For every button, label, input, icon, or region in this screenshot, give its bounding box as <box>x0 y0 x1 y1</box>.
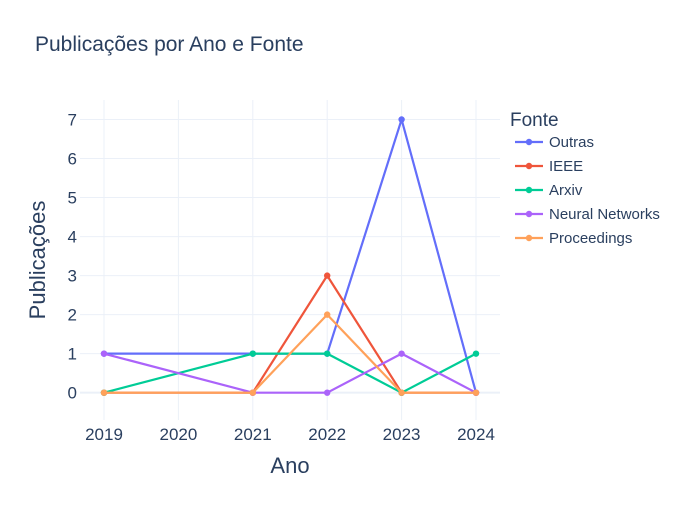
y-axis-title: Publicações <box>25 201 50 320</box>
chart-title: Publicações por Ano e Fonte <box>35 33 304 56</box>
series-line <box>103 352 477 394</box>
y-tick-label: 5 <box>68 189 77 208</box>
data-point <box>398 350 405 357</box>
legend-item[interactable]: Neural Networks <box>515 206 660 223</box>
legend-item[interactable]: Arxiv <box>515 182 583 199</box>
legend-item[interactable]: Outras <box>515 134 594 151</box>
y-tick-label: 2 <box>68 306 77 325</box>
legend-item[interactable]: IEEE <box>515 158 583 175</box>
x-tick-label: 2020 <box>159 425 197 444</box>
data-point <box>398 389 405 396</box>
x-tick-label: 2021 <box>234 425 272 444</box>
legend-label: Outras <box>549 134 594 151</box>
legend-title: Fonte <box>510 110 559 131</box>
x-tick-label: 2024 <box>457 425 495 444</box>
legend-label: Proceedings <box>549 230 632 247</box>
series-line <box>104 118 478 393</box>
legend-item[interactable]: Proceedings <box>515 230 632 247</box>
x-axis-title: Ano <box>270 453 309 478</box>
legend: Fonte Outras IEEE Arxiv Neural Networks Proc… <box>510 110 660 247</box>
legend-marker <box>525 162 533 170</box>
legend-marker <box>525 138 533 146</box>
data-point <box>472 350 480 357</box>
y-axis-ticks: 0 1 2 3 4 5 6 7 <box>68 111 77 403</box>
x-axis-ticks: 2019 2020 2021 2022 2023 2024 <box>85 425 495 444</box>
series-arxiv <box>100 350 480 396</box>
legend-marker <box>525 186 533 194</box>
series-ieee <box>100 272 480 396</box>
legend-marker <box>525 234 533 242</box>
data-point <box>324 350 331 357</box>
series-line <box>104 274 476 394</box>
data-point <box>249 350 256 357</box>
y-tick-label: 1 <box>68 345 77 364</box>
legend-label: Neural Networks <box>549 206 660 223</box>
x-tick-label: 2019 <box>85 425 123 444</box>
data-point <box>324 272 331 279</box>
data-point <box>472 389 480 396</box>
data-point <box>100 350 108 357</box>
y-tick-label: 6 <box>68 150 77 169</box>
series-neural-networks <box>100 350 480 396</box>
series-line <box>103 352 477 394</box>
legend-label: IEEE <box>549 158 583 175</box>
series-group <box>100 116 480 396</box>
y-tick-label: 4 <box>68 228 77 247</box>
y-tick-label: 0 <box>68 384 77 403</box>
data-point <box>249 389 256 396</box>
y-tick-label: 7 <box>68 111 77 130</box>
legend-marker <box>525 210 533 218</box>
x-tick-label: 2023 <box>383 425 421 444</box>
data-point <box>398 116 405 123</box>
legend-label: Arxiv <box>549 182 583 199</box>
data-point <box>324 311 331 318</box>
x-tick-label: 2022 <box>308 425 346 444</box>
y-tick-label: 3 <box>68 267 77 286</box>
series-proceedings <box>100 311 480 396</box>
legend-items: Outras IEEE Arxiv Neural Networks Proceeding… <box>515 134 660 247</box>
data-point <box>324 389 331 396</box>
data-point <box>100 389 108 396</box>
